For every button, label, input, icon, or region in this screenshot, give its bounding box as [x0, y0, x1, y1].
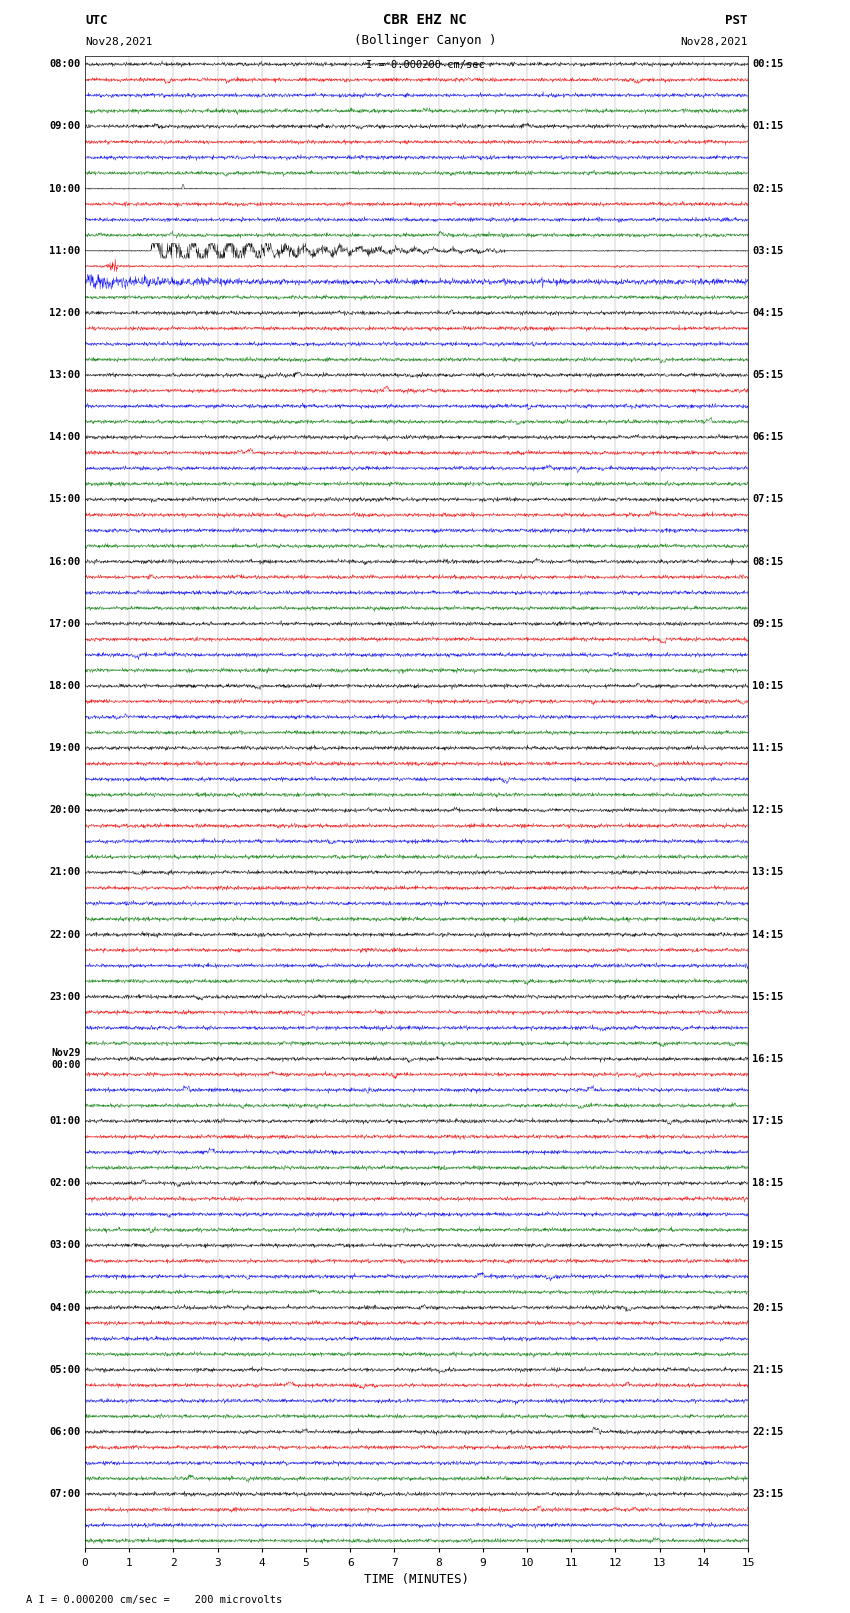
Text: 10:15: 10:15 [752, 681, 784, 690]
Text: 17:00: 17:00 [49, 619, 81, 629]
Text: 13:00: 13:00 [49, 369, 81, 381]
Text: 23:15: 23:15 [752, 1489, 784, 1498]
Text: 04:15: 04:15 [752, 308, 784, 318]
Text: 05:15: 05:15 [752, 369, 784, 381]
Text: 18:00: 18:00 [49, 681, 81, 690]
Text: 22:00: 22:00 [49, 929, 81, 940]
Text: 07:15: 07:15 [752, 495, 784, 505]
Text: Nov28,2021: Nov28,2021 [85, 37, 152, 47]
Text: 17:15: 17:15 [752, 1116, 784, 1126]
Text: 02:15: 02:15 [752, 184, 784, 194]
Text: 06:00: 06:00 [49, 1428, 81, 1437]
Text: 21:00: 21:00 [49, 868, 81, 877]
Text: 23:00: 23:00 [49, 992, 81, 1002]
Text: CBR EHZ NC: CBR EHZ NC [383, 13, 467, 27]
Text: 16:00: 16:00 [49, 556, 81, 566]
Text: 00:15: 00:15 [752, 60, 784, 69]
Text: 11:15: 11:15 [752, 744, 784, 753]
Text: 22:15: 22:15 [752, 1428, 784, 1437]
Text: 02:00: 02:00 [49, 1177, 81, 1189]
Text: 12:00: 12:00 [49, 308, 81, 318]
Text: 11:00: 11:00 [49, 245, 81, 256]
Text: 14:00: 14:00 [49, 432, 81, 442]
Text: PST: PST [726, 15, 748, 27]
Text: 21:15: 21:15 [752, 1365, 784, 1374]
Text: 20:00: 20:00 [49, 805, 81, 815]
Text: UTC: UTC [85, 15, 107, 27]
Text: 05:00: 05:00 [49, 1365, 81, 1374]
X-axis label: TIME (MINUTES): TIME (MINUTES) [364, 1573, 469, 1586]
Text: 01:15: 01:15 [752, 121, 784, 131]
Text: 16:15: 16:15 [752, 1053, 784, 1065]
Text: 09:00: 09:00 [49, 121, 81, 131]
Text: (Bollinger Canyon ): (Bollinger Canyon ) [354, 34, 496, 47]
Text: 13:15: 13:15 [752, 868, 784, 877]
Text: 15:15: 15:15 [752, 992, 784, 1002]
Text: 19:15: 19:15 [752, 1240, 784, 1250]
Text: 10:00: 10:00 [49, 184, 81, 194]
Text: 01:00: 01:00 [49, 1116, 81, 1126]
Text: 14:15: 14:15 [752, 929, 784, 940]
Text: 06:15: 06:15 [752, 432, 784, 442]
Text: 08:15: 08:15 [752, 556, 784, 566]
Text: 08:00: 08:00 [49, 60, 81, 69]
Text: 12:15: 12:15 [752, 805, 784, 815]
Text: 03:00: 03:00 [49, 1240, 81, 1250]
Text: 19:00: 19:00 [49, 744, 81, 753]
Text: 18:15: 18:15 [752, 1177, 784, 1189]
Text: I = 0.000200 cm/sec: I = 0.000200 cm/sec [366, 60, 484, 69]
Text: 20:15: 20:15 [752, 1303, 784, 1313]
Text: 03:15: 03:15 [752, 245, 784, 256]
Text: Nov29
00:00: Nov29 00:00 [51, 1048, 81, 1069]
Text: 07:00: 07:00 [49, 1489, 81, 1498]
Text: 15:00: 15:00 [49, 495, 81, 505]
Text: A I = 0.000200 cm/sec =    200 microvolts: A I = 0.000200 cm/sec = 200 microvolts [26, 1595, 281, 1605]
Text: 04:00: 04:00 [49, 1303, 81, 1313]
Text: Nov28,2021: Nov28,2021 [681, 37, 748, 47]
Text: 09:15: 09:15 [752, 619, 784, 629]
